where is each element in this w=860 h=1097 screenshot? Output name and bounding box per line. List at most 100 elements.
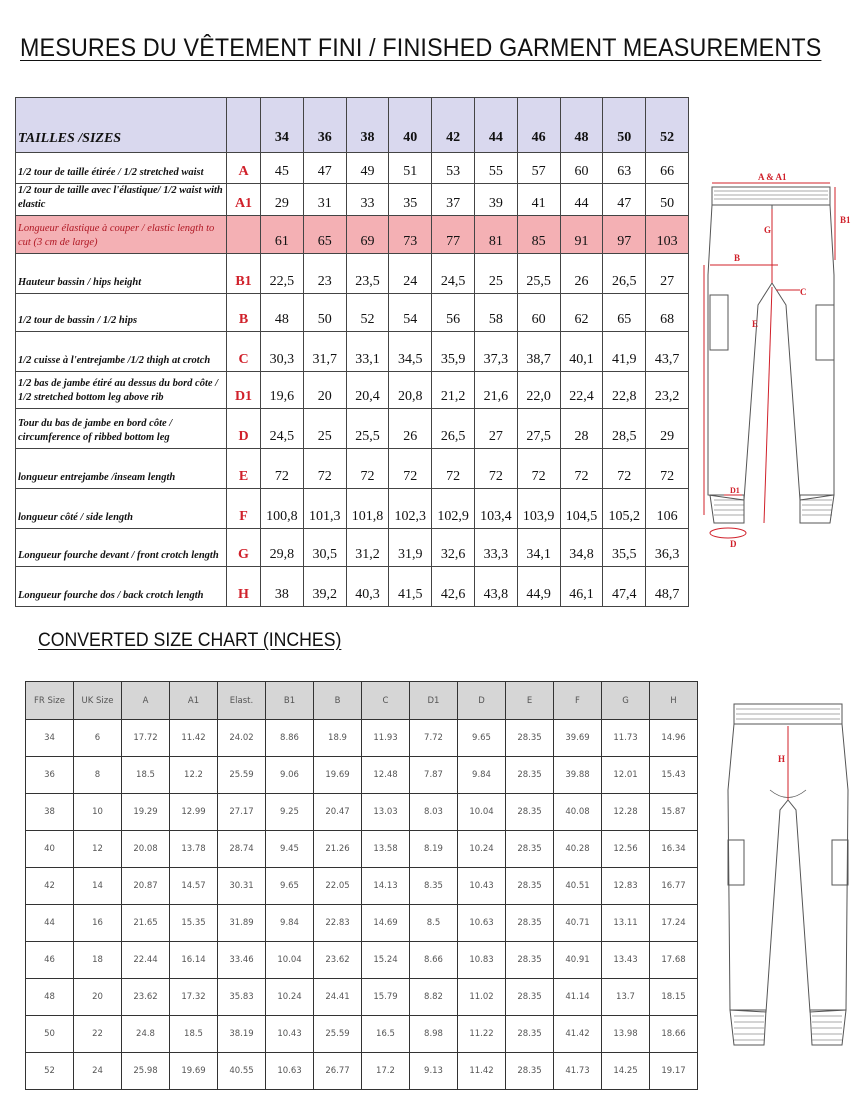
measurement-value: 68: [645, 293, 689, 332]
measurement-value: 46,1: [559, 566, 604, 607]
inch-value: 28.35: [505, 1052, 554, 1090]
measurement-value: 26,5: [431, 408, 475, 449]
measurement-value: 102,9: [431, 488, 475, 529]
inch-value: 30.31: [217, 867, 266, 905]
inch-value: 16.5: [361, 1015, 410, 1053]
inch-value: 17.24: [649, 904, 698, 942]
measurement-value: 63: [602, 152, 647, 184]
inch-value: 13.03: [361, 793, 410, 831]
measurement-value: 45: [260, 152, 304, 184]
inch-value: 9.84: [265, 904, 314, 942]
measurement-code: D: [226, 408, 261, 449]
inch-value: 13.98: [601, 1015, 650, 1053]
measurement-value: 22,8: [602, 371, 647, 409]
inch-value: 8.19: [409, 830, 458, 868]
measurement-value: 31: [302, 183, 347, 216]
inch-value: 31.89: [217, 904, 266, 942]
measurement-value: 60: [516, 293, 561, 332]
inch-value: 14.96: [649, 719, 698, 757]
measurement-value: 25: [302, 408, 347, 449]
inch-value: 13.7: [601, 978, 650, 1016]
inch-value: 12.48: [361, 756, 410, 794]
inch-value: 20.08: [121, 830, 170, 868]
measurement-label: 1/2 tour de bassin / 1/2 hips: [15, 293, 227, 332]
inch-value: 10.24: [265, 978, 314, 1016]
inch-value: 17.68: [649, 941, 698, 979]
measurement-value: 91: [559, 215, 604, 254]
measurement-value: 20,4: [345, 371, 390, 409]
inch-value: 11.73: [601, 719, 650, 757]
measurement-value: 24,5: [260, 408, 304, 449]
inch-header-cell: D: [457, 681, 506, 720]
table-row: 1/2 bas de jambe étiré au dessus du bord…: [15, 371, 689, 409]
header-size: 46: [516, 97, 561, 153]
header-size: 36: [302, 97, 347, 153]
inch-value: 12.28: [601, 793, 650, 831]
measurement-code: E: [226, 448, 261, 489]
measurement-value: 27,5: [516, 408, 561, 449]
measurement-value: 105,2: [602, 488, 647, 529]
measurement-value: 50: [645, 183, 689, 216]
inch-section-title: CONVERTED SIZE CHART (INCHES): [38, 630, 342, 651]
measurement-label: Longueur fourche devant / front crotch l…: [15, 528, 227, 567]
table-row: 1/2 tour de taille étirée / 1/2 stretche…: [15, 152, 689, 184]
measurement-value: 26: [559, 253, 604, 294]
inch-value: 28.35: [505, 756, 554, 794]
measurement-value: 50: [302, 293, 347, 332]
measurement-value: 103,4: [473, 488, 518, 529]
inch-header-cell: D1: [409, 681, 458, 720]
header-code-cell: [226, 97, 261, 153]
measurement-value: 48,7: [645, 566, 689, 607]
inch-value: 8.66: [409, 941, 458, 979]
inch-value: 7.72: [409, 719, 458, 757]
measurement-value: 72: [559, 448, 604, 489]
inch-value: 22.83: [313, 904, 362, 942]
inch-header-cell: UK Size: [73, 681, 122, 720]
inch-value: 15.79: [361, 978, 410, 1016]
measurement-value: 43,7: [645, 331, 689, 372]
inch-table-row: 40 12 20.08 13.78 28.74 9.45 21.26 13.58 8.19 10.…: [25, 830, 698, 868]
measurement-value: 52: [345, 293, 390, 332]
inch-value: 50: [25, 1015, 74, 1053]
inch-value: 44: [25, 904, 74, 942]
inch-table-row: 44 16 21.65 15.35 31.89 9.84 22.83 14.69 8.5 10.6…: [25, 904, 698, 942]
table-row: longueur côté / side length F 100,8 101,3 10…: [15, 488, 689, 529]
measurement-value: 58: [473, 293, 518, 332]
measurement-label: longueur côté / side length: [15, 488, 227, 529]
inch-header-cell: FR Size: [25, 681, 74, 720]
measurement-value: 29: [645, 408, 689, 449]
measurement-value: 41,9: [602, 331, 647, 372]
inch-value: 20.87: [121, 867, 170, 905]
measurement-label: Tour du bas de jambe en bord côte / circ…: [15, 408, 227, 449]
inch-value: 17.32: [169, 978, 218, 1016]
measurement-value: 101,3: [302, 488, 347, 529]
measurement-value: 39: [473, 183, 518, 216]
inch-table-row: 46 18 22.44 16.14 33.46 10.04 23.62 15.24 8.66 10…: [25, 941, 698, 979]
inch-value: 15.43: [649, 756, 698, 794]
measurement-value: 61: [260, 215, 304, 254]
inch-value: 20.47: [313, 793, 362, 831]
inch-value: 38.19: [217, 1015, 266, 1053]
header-label: TAILLES /SIZES: [15, 97, 227, 153]
header-size: 44: [473, 97, 518, 153]
inch-value: 36: [25, 756, 74, 794]
header-size: 48: [559, 97, 604, 153]
measurement-value: 73: [388, 215, 433, 254]
inch-header-cell: Elast.: [217, 681, 266, 720]
inch-value: 46: [25, 941, 74, 979]
page-title: MESURES DU VÊTEMENT FINI / FINISHED GARM…: [20, 34, 822, 62]
inch-value: 12.56: [601, 830, 650, 868]
measurement-value: 26: [388, 408, 433, 449]
inch-header-row: FR Size UK Size A A1 Elast. B1 B C D1 D E F G H: [25, 681, 698, 720]
inch-value: 10: [73, 793, 122, 831]
measurement-value: 33,1: [345, 331, 390, 372]
label-e: E: [752, 319, 758, 329]
table-row: Longueur fourche devant / front crotch l…: [15, 528, 689, 567]
measurement-value: 72: [345, 448, 390, 489]
inch-value: 8.5: [409, 904, 458, 942]
inch-header-cell: B1: [265, 681, 314, 720]
measurement-label: 1/2 tour de taille étirée / 1/2 stretche…: [15, 152, 227, 184]
inch-value: 24: [73, 1052, 122, 1090]
inch-value: 28.35: [505, 978, 554, 1016]
inch-header-cell: B: [313, 681, 362, 720]
